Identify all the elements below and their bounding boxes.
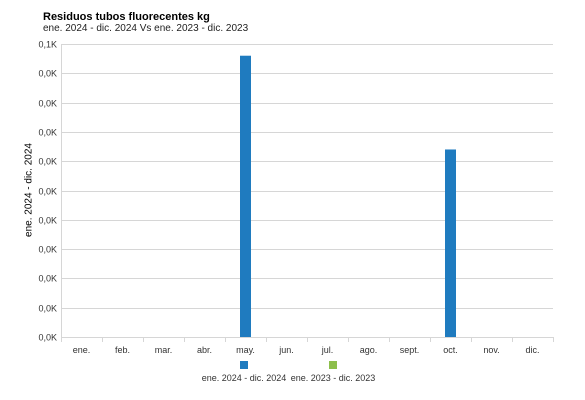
y-tick-label: 0,0K xyxy=(38,304,57,314)
y-tick-label: 0,0K xyxy=(38,157,57,167)
x-tick-label: jun. xyxy=(278,345,294,355)
x-tick-label: may. xyxy=(236,345,255,355)
bar-may[interactable] xyxy=(240,55,251,337)
legend-swatch xyxy=(240,361,248,369)
y-tick-label: 0,0K xyxy=(38,187,57,197)
x-tick-label: dic. xyxy=(525,345,539,355)
y-tick-label: 0,0K xyxy=(38,274,57,284)
y-tick-label: 0,0K xyxy=(38,128,57,138)
legend-label: ene. 2024 - dic. 2024 xyxy=(202,373,287,383)
legend-label: ene. 2023 - dic. 2023 xyxy=(291,373,376,383)
x-tick-label: ago. xyxy=(360,345,378,355)
x-tick-label: jul. xyxy=(321,345,334,355)
x-tick-label: ene. xyxy=(73,345,91,355)
x-tick-label: abr. xyxy=(197,345,212,355)
x-tick-label: oct. xyxy=(443,345,458,355)
x-tick-label: feb. xyxy=(115,345,130,355)
legend-swatch xyxy=(329,361,337,369)
bar-oct[interactable] xyxy=(445,149,456,337)
y-tick-label: 0,0K xyxy=(38,245,57,255)
chart-subtitle: ene. 2024 - dic. 2024 Vs ene. 2023 - dic… xyxy=(43,23,249,34)
y-tick-label: 0,0K xyxy=(38,333,57,343)
chart-title: Residuos tubos fluorecentes kg xyxy=(43,11,210,23)
x-tick-label: nov. xyxy=(483,345,499,355)
y-tick-label: 0,0K xyxy=(38,99,57,109)
y-tick-label: 0,1K xyxy=(38,40,57,50)
y-tick-label: 0,0K xyxy=(38,69,57,79)
y-tick-label: 0,0K xyxy=(38,216,57,226)
x-tick-label: mar. xyxy=(155,345,173,355)
x-tick-label: sept. xyxy=(400,345,420,355)
